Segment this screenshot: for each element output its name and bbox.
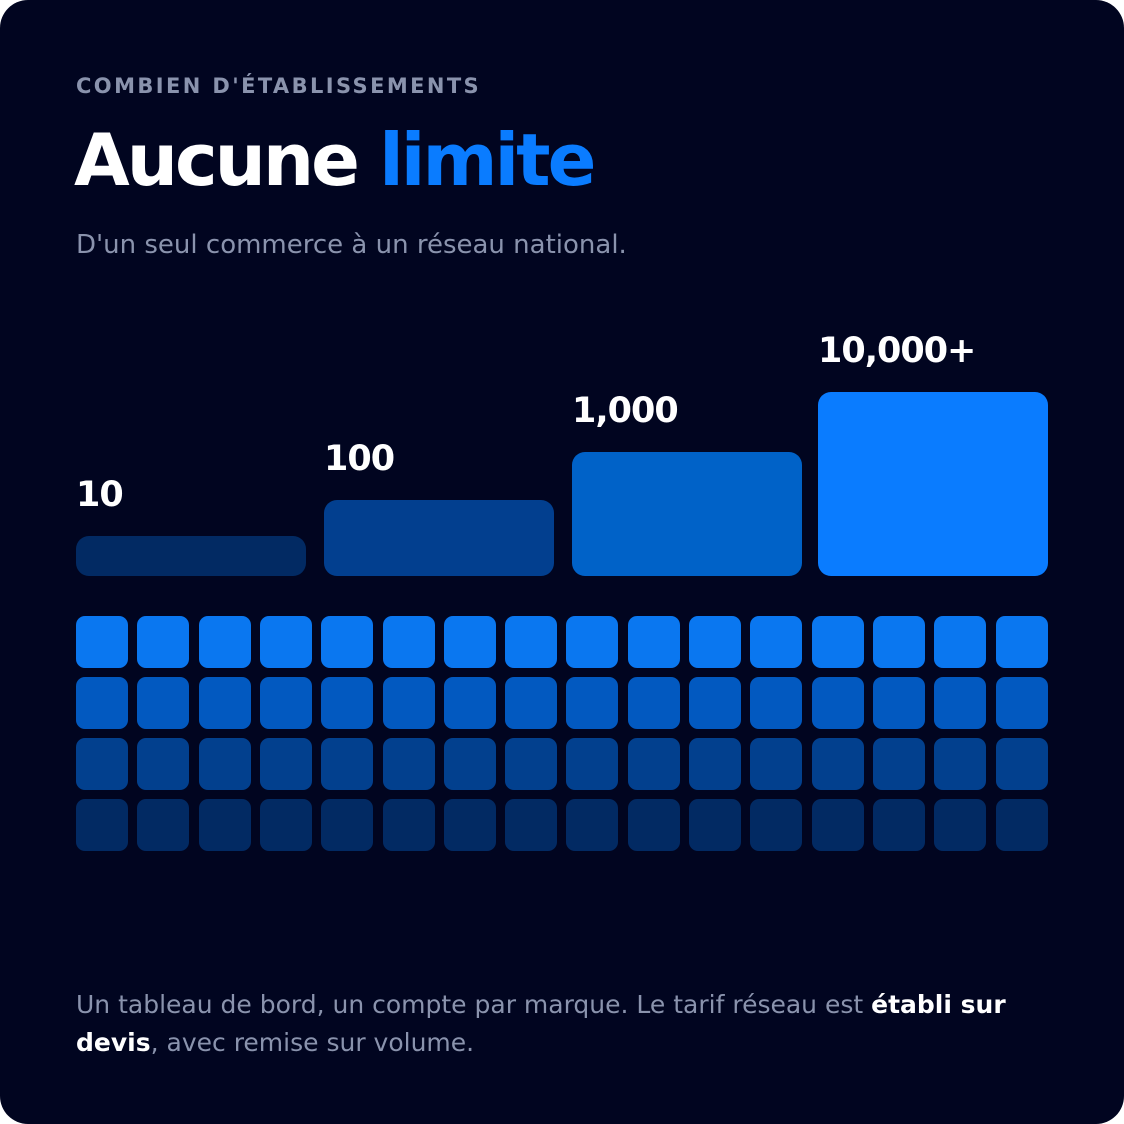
- grid-cell: [76, 799, 128, 851]
- grid-cell: [996, 616, 1048, 668]
- grid-cell: [750, 738, 802, 790]
- grid-cell: [383, 677, 435, 729]
- tier-bar-2: [324, 500, 554, 576]
- grid-cell: [137, 616, 189, 668]
- grid-cell: [199, 616, 251, 668]
- footer-text-after: , avec remise sur volume.: [150, 1028, 475, 1057]
- grid-cell: [873, 799, 925, 851]
- tier-bar-4: [818, 392, 1048, 576]
- title-accent: limite: [379, 118, 596, 202]
- grid-cell: [383, 799, 435, 851]
- tier-value-4: 10,000+: [818, 331, 976, 371]
- grid-cell: [873, 616, 925, 668]
- tier-bar-3: [572, 452, 802, 576]
- grid-cell: [628, 738, 680, 790]
- grid-cell: [76, 738, 128, 790]
- grid-cell: [321, 616, 373, 668]
- tier-value-1: 10: [76, 475, 124, 515]
- grid-cell: [689, 799, 741, 851]
- grid-cell: [260, 677, 312, 729]
- grid-cell: [873, 738, 925, 790]
- grid-cell: [260, 738, 312, 790]
- grid-cell: [444, 738, 496, 790]
- grid-cell: [566, 738, 618, 790]
- grid-cell: [934, 799, 986, 851]
- grid-cell: [199, 677, 251, 729]
- grid-cell: [750, 799, 802, 851]
- grid-cell: [689, 677, 741, 729]
- grid-cell: [934, 677, 986, 729]
- grid-cell: [566, 616, 618, 668]
- grid-cell: [628, 677, 680, 729]
- grid-cell: [628, 799, 680, 851]
- grid-cell: [137, 677, 189, 729]
- grid-cell: [628, 616, 680, 668]
- grid-cell: [383, 738, 435, 790]
- grid-cell: [137, 738, 189, 790]
- grid-cell: [812, 738, 864, 790]
- grid-cell: [566, 799, 618, 851]
- grid-cell: [505, 799, 557, 851]
- grid-cell: [260, 799, 312, 851]
- grid-cell: [444, 677, 496, 729]
- eyebrow-label: COMBIEN D'ÉTABLISSEMENTS: [76, 74, 482, 98]
- grid-cell: [505, 677, 557, 729]
- grid-cell: [383, 616, 435, 668]
- footer-bold: établi sur devis: [76, 990, 1006, 1057]
- grid-cell: [444, 616, 496, 668]
- grid-cell: [505, 738, 557, 790]
- grid-cell: [812, 616, 864, 668]
- grid-cell: [873, 677, 925, 729]
- title-main: Aucune: [74, 118, 360, 202]
- grid-cell: [934, 738, 986, 790]
- grid-cell: [444, 799, 496, 851]
- tier-value-3: 1,000: [572, 391, 679, 431]
- tier-bar-1: [76, 536, 306, 576]
- grid-cell: [689, 738, 741, 790]
- grid-cell: [812, 799, 864, 851]
- grid-cell: [566, 677, 618, 729]
- grid-cell: [260, 616, 312, 668]
- grid-cell: [321, 738, 373, 790]
- grid-cell: [996, 738, 1048, 790]
- grid-cell: [199, 738, 251, 790]
- grid-cell: [750, 616, 802, 668]
- grid-cell: [750, 677, 802, 729]
- grid-cell: [996, 677, 1048, 729]
- footer-text-before: Un tableau de bord, un compte par marque…: [76, 990, 872, 1019]
- grid-cell: [934, 616, 986, 668]
- grid-cell: [137, 799, 189, 851]
- subtitle: D'un seul commerce à un réseau national.: [76, 230, 627, 260]
- page-title: Aucune limite: [74, 124, 596, 196]
- tier-value-2: 100: [324, 439, 395, 479]
- grid-cell: [996, 799, 1048, 851]
- grid-cell: [689, 616, 741, 668]
- grid-cell: [321, 677, 373, 729]
- grid-cell: [812, 677, 864, 729]
- grid-cell: [76, 616, 128, 668]
- footer-text: Un tableau de bord, un compte par marque…: [76, 986, 1056, 1062]
- grid-cell: [505, 616, 557, 668]
- grid-cell: [76, 677, 128, 729]
- grid-cell: [321, 799, 373, 851]
- grid-cell: [199, 799, 251, 851]
